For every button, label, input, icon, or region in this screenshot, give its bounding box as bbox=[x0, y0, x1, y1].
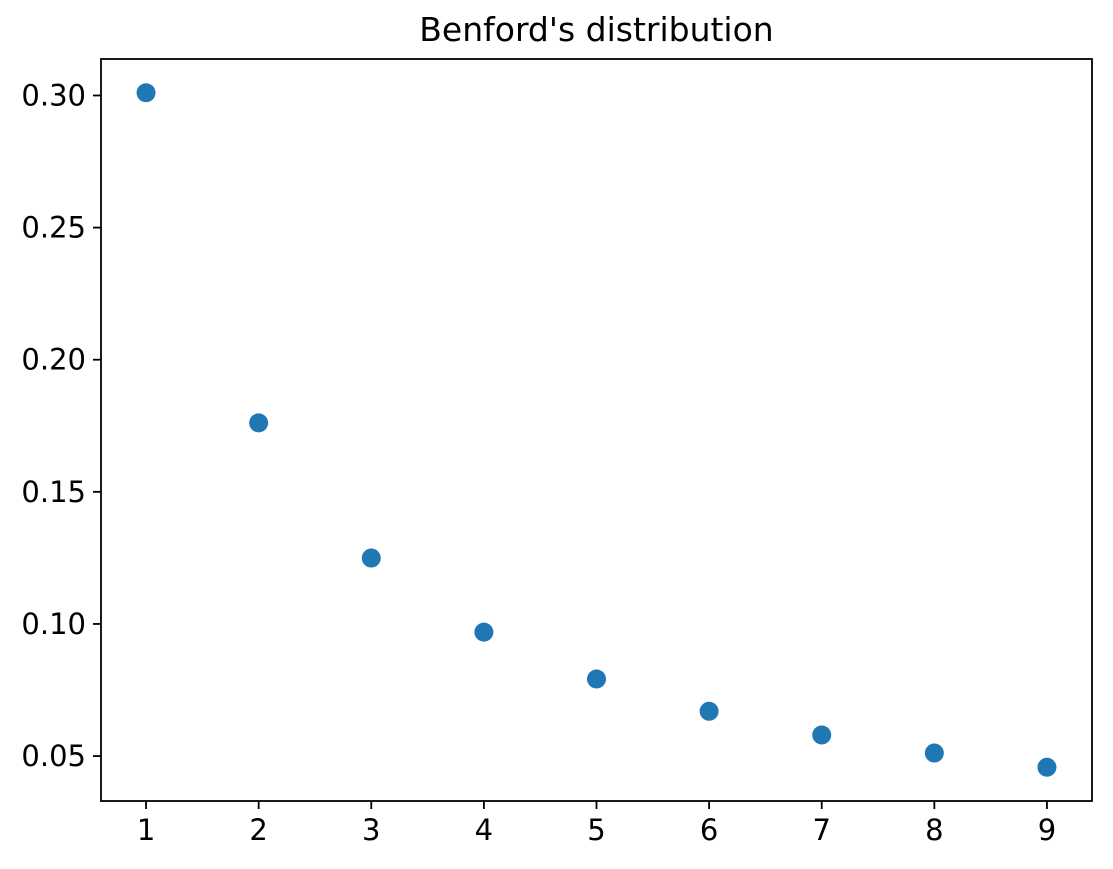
data-point bbox=[136, 83, 156, 103]
data-point bbox=[587, 669, 606, 689]
x-tick-label: 8 bbox=[925, 813, 943, 847]
y-tick-label: 0.10 bbox=[21, 607, 86, 641]
data-point bbox=[699, 701, 719, 721]
x-tick-label: 6 bbox=[700, 813, 718, 847]
data-point bbox=[1037, 757, 1057, 777]
y-tick-label: 0.30 bbox=[21, 78, 86, 112]
x-tick-label: 1 bbox=[137, 813, 155, 847]
y-tick-label: 0.20 bbox=[21, 343, 86, 377]
data-point bbox=[474, 622, 494, 642]
data-point bbox=[812, 725, 832, 745]
plot-frame bbox=[100, 58, 1093, 802]
chart-title: Benford's distribution bbox=[419, 10, 774, 49]
x-tick-label: 2 bbox=[249, 813, 267, 847]
data-point bbox=[361, 548, 381, 568]
x-tick-label: 5 bbox=[587, 813, 605, 847]
data-point bbox=[249, 413, 269, 433]
x-tick-label: 9 bbox=[1038, 813, 1056, 847]
x-tick-label: 3 bbox=[362, 813, 380, 847]
y-tick-label: 0.25 bbox=[21, 211, 86, 245]
x-tick-label: 4 bbox=[475, 813, 493, 847]
x-tick-label: 7 bbox=[813, 813, 831, 847]
y-tick-label: 0.15 bbox=[21, 475, 86, 509]
data-point bbox=[924, 743, 944, 763]
y-tick-label: 0.05 bbox=[21, 739, 86, 773]
